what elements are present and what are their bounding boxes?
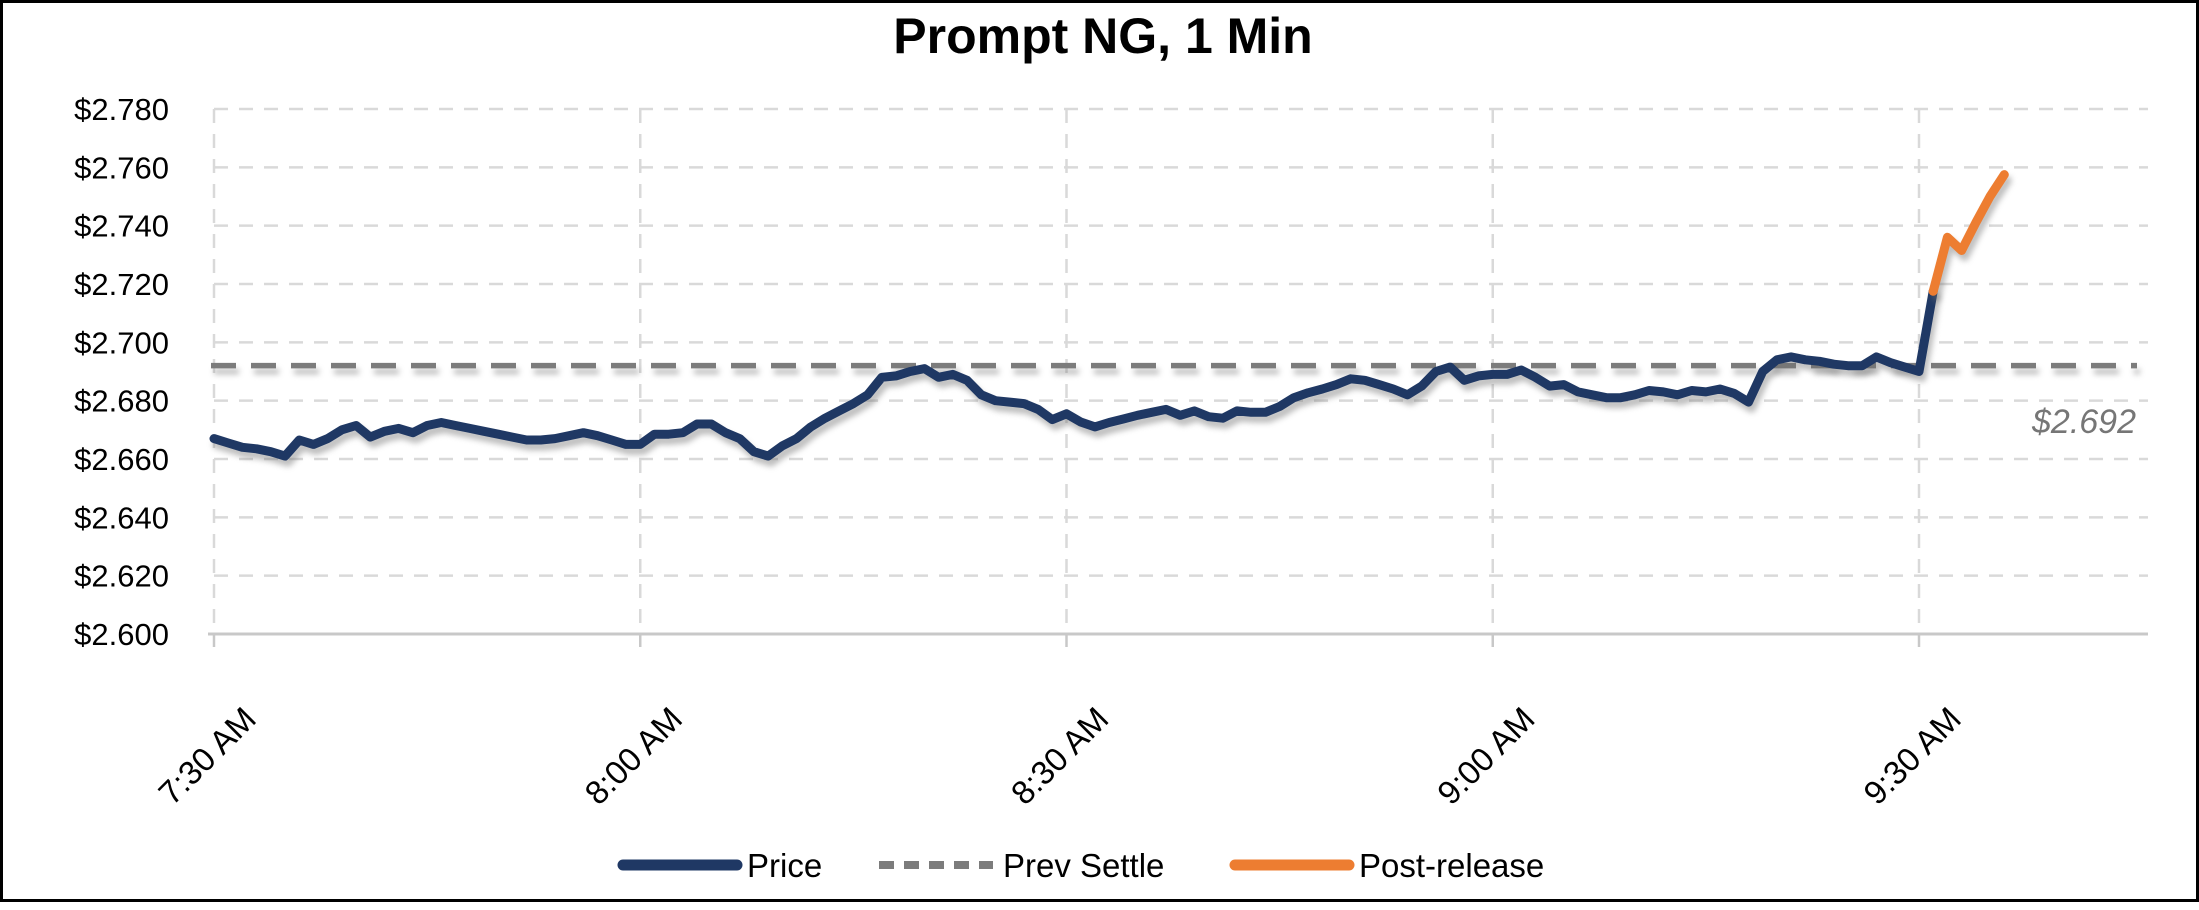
legend: Price Prev Settle Post-release <box>617 847 1544 884</box>
x-axis-tick-labels: 7:30 AM 8:00 AM 8:30 AM 9:00 AM 9:30 AM <box>151 700 1968 812</box>
x-tick-label: 8:00 AM <box>577 700 689 812</box>
vertical-gridlines <box>212 109 1921 634</box>
legend-label: Price <box>747 847 822 884</box>
post-release-line <box>1928 170 2009 296</box>
x-tick-label: 7:30 AM <box>151 700 263 812</box>
y-tick-label: $2.720 <box>74 267 169 302</box>
legend-label: Post-release <box>1359 847 1544 884</box>
chart-title: Prompt NG, 1 Min <box>893 8 1312 64</box>
price-chart: $2.600 $2.620 $2.640 $2.660 $2.680 $2.700 $2.7… <box>74 8 2148 884</box>
y-tick-label: $2.640 <box>74 500 169 535</box>
series-lines <box>209 170 2137 461</box>
y-axis-tick-labels: $2.600 $2.620 $2.640 $2.660 $2.680 $2.700 $2.7… <box>74 92 169 652</box>
legend-label: Prev Settle <box>1003 847 1164 884</box>
y-tick-label: $2.680 <box>74 384 169 419</box>
legend-item: Post-release <box>1229 847 1544 884</box>
x-axis-line <box>208 632 2148 647</box>
prev-settle-annotation: $2.692 <box>2031 403 2136 441</box>
y-tick-label: $2.620 <box>74 559 169 594</box>
y-tick-label: $2.660 <box>74 442 169 477</box>
x-tick-label: 9:00 AM <box>1430 700 1542 812</box>
legend-item: Price <box>617 847 822 884</box>
horizontal-gridlines <box>214 107 2148 577</box>
x-tick-label: 9:30 AM <box>1856 700 1968 812</box>
x-tick-label: 8:30 AM <box>1004 700 1116 812</box>
legend-item: Prev Settle <box>879 847 1164 884</box>
y-tick-label: $2.740 <box>74 209 169 244</box>
y-tick-label: $2.760 <box>74 150 169 185</box>
y-tick-label: $2.700 <box>74 325 169 360</box>
price-line <box>209 286 1938 461</box>
y-tick-label: $2.780 <box>74 92 169 127</box>
y-tick-label: $2.600 <box>74 617 169 652</box>
